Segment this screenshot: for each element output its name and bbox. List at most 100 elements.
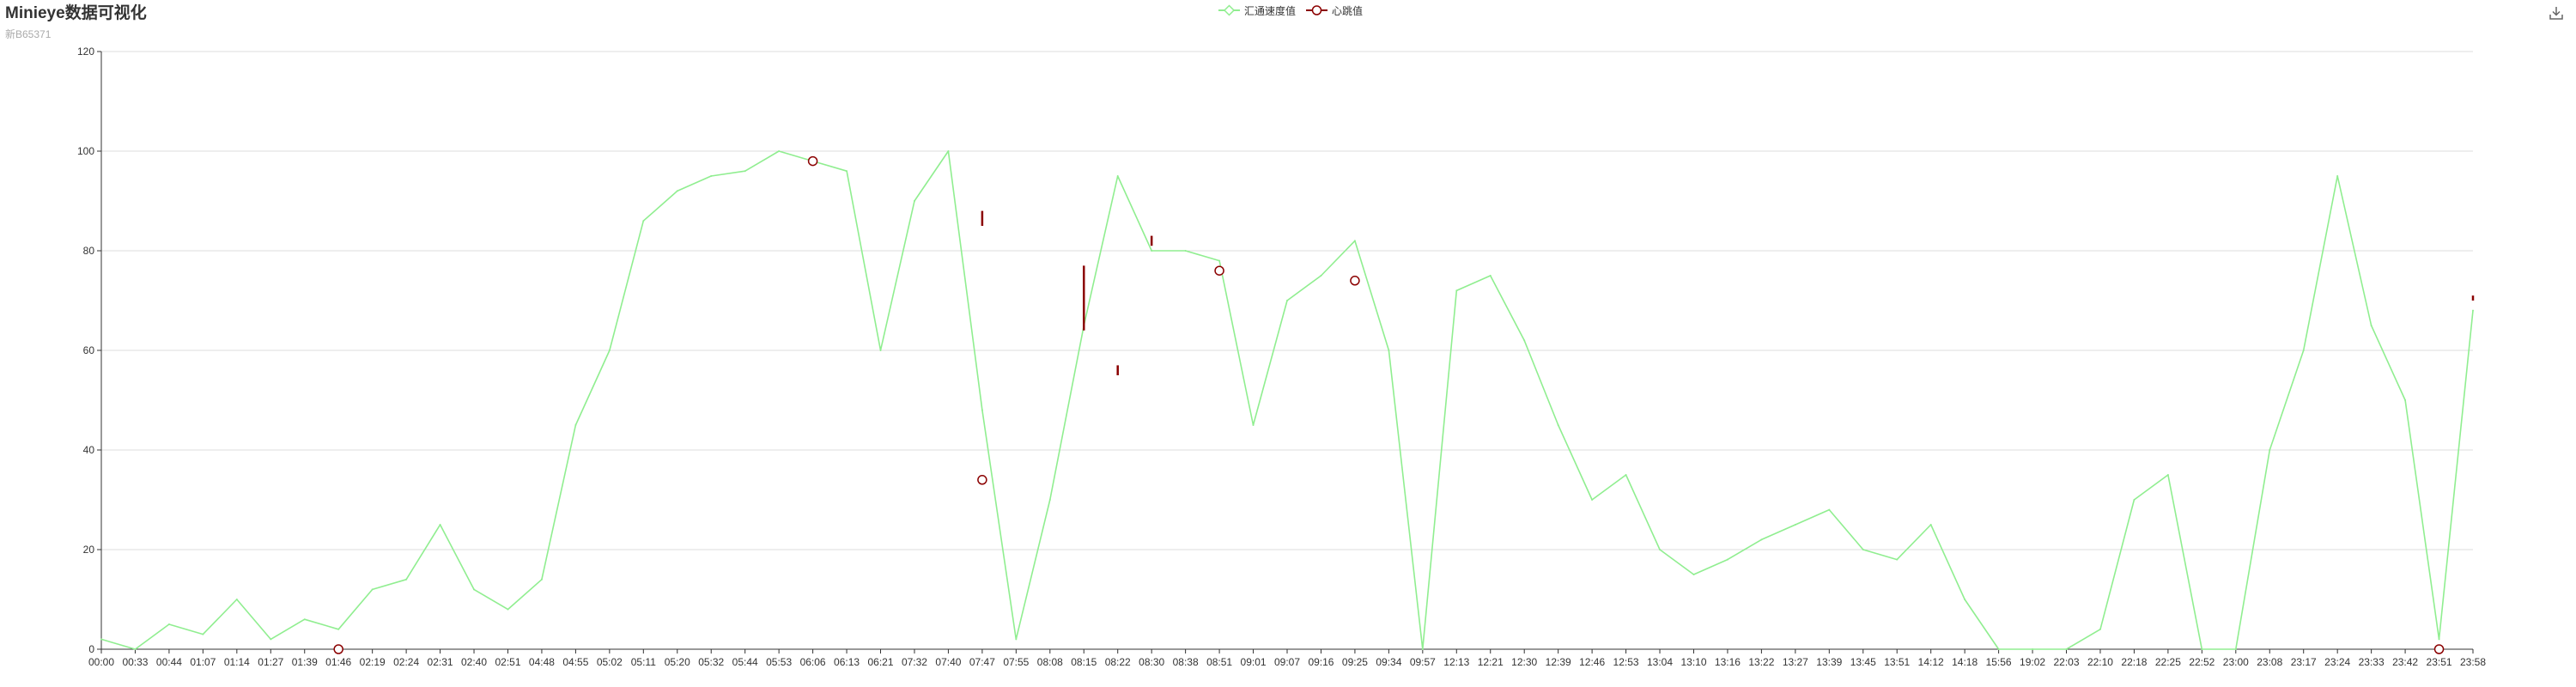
x-tick-label: 12:30: [1511, 656, 1537, 668]
x-tick-label: 13:51: [1884, 656, 1910, 668]
x-tick-label: 19:02: [2020, 656, 2045, 668]
x-tick-label: 22:18: [2121, 656, 2147, 668]
x-tick-label: 01:46: [325, 656, 351, 668]
speed-point: [2032, 648, 2034, 650]
x-tick-label: 12:53: [1613, 656, 1639, 668]
grid-lines: [101, 51, 2473, 550]
speed-point: [744, 170, 746, 173]
x-tick-label: 05:20: [665, 656, 690, 668]
x-tick-label: 07:47: [969, 656, 995, 668]
legend-label-heartbeat: 心跳值: [1332, 4, 1364, 17]
x-tick-label: 05:32: [698, 656, 724, 668]
x-tick-label: 07:32: [902, 656, 927, 668]
speed-point: [2065, 648, 2068, 650]
x-tick-label: 14:18: [1952, 656, 1978, 668]
speed-point: [2438, 638, 2440, 641]
y-tick-label: 40: [83, 444, 95, 456]
heartbeat-point: [1350, 276, 1360, 286]
speed-point: [540, 578, 543, 581]
series-line-speed: [100, 150, 2474, 650]
y-axis: 0 20 40 60 80 100 120: [77, 46, 102, 655]
x-tick-label: 02:31: [428, 656, 453, 668]
x-tick-label: 02:40: [461, 656, 487, 668]
x-tick-label: 23:00: [2223, 656, 2249, 668]
speed-point: [337, 628, 340, 630]
x-tick-label: 02:19: [360, 656, 386, 668]
speed-point: [1455, 289, 1458, 292]
speed-point: [439, 524, 441, 526]
speed-point: [1997, 648, 2000, 650]
x-tick-label: 12:46: [1579, 656, 1605, 668]
speed-point: [913, 200, 915, 202]
speed-point: [473, 588, 476, 591]
speed-point: [676, 190, 678, 192]
speed-point: [1896, 558, 1899, 561]
x-tick-label: 22:25: [2155, 656, 2181, 668]
heartbeat-point: [2433, 644, 2445, 654]
speed-point: [2404, 399, 2407, 401]
speed-point: [1964, 599, 1966, 600]
x-tick-label: 23:33: [2359, 656, 2385, 668]
speed-point: [2099, 628, 2101, 630]
speed-point: [710, 175, 713, 177]
speed-point: [405, 578, 408, 581]
x-tick-label: 15:56: [1986, 656, 2012, 668]
x-tick-label: 13:04: [1647, 656, 1673, 668]
x-tick-label: 06:21: [867, 656, 893, 668]
x-tick-label: 08:15: [1071, 656, 1097, 668]
x-tick-label: 09:07: [1274, 656, 1300, 668]
speed-point: [235, 599, 238, 600]
speed-point: [846, 170, 848, 173]
speed-point: [1353, 240, 1356, 242]
x-tick-label: 04:55: [562, 656, 588, 668]
x-tick-label: 05:11: [631, 656, 656, 668]
speed-point: [100, 638, 102, 641]
legend-item-speed[interactable]: 汇通速度值: [1218, 3, 1296, 18]
x-tick-label: 13:39: [1816, 656, 1842, 668]
speed-point: [2269, 449, 2271, 451]
chart-subtitle: 新B65371: [5, 28, 52, 40]
legend-circle-icon: [1306, 5, 1328, 15]
x-tick-label: 22:03: [2053, 656, 2079, 668]
x-tick-label: 01:39: [292, 656, 318, 668]
speed-point: [371, 588, 374, 591]
x-tick-label: 09:01: [1241, 656, 1267, 668]
x-tick-label: 13:16: [1715, 656, 1741, 668]
y-tick-label: 120: [77, 46, 94, 58]
x-tick-label: 08:30: [1139, 656, 1164, 668]
download-button[interactable]: [2549, 5, 2564, 21]
x-tick-label: 13:22: [1748, 656, 1774, 668]
legend-item-heartbeat[interactable]: 心跳值: [1306, 3, 1363, 18]
speed-point: [1151, 250, 1153, 252]
y-tick-label: 80: [83, 245, 95, 257]
speed-point: [1828, 508, 1831, 511]
speed-point: [2166, 474, 2169, 476]
y-tick-label: 0: [88, 643, 94, 655]
speed-point: [1320, 275, 1322, 277]
x-tick-label: 02:24: [393, 656, 419, 668]
x-tick-label: 08:51: [1206, 656, 1232, 668]
x-tick-label: 12:39: [1546, 656, 1571, 668]
speed-point: [879, 350, 882, 351]
speed-point: [1116, 175, 1119, 177]
x-tick-label: 05:44: [732, 656, 758, 668]
x-tick-label: 13:45: [1850, 656, 1876, 668]
speed-point: [1388, 350, 1390, 351]
x-tick-label: 02:51: [495, 656, 520, 668]
x-tick-label: 13:27: [1783, 656, 1808, 668]
x-axis: 00:00 00:33 00:44 01:07 01:14 01:27 01:39 01:46…: [88, 648, 2486, 668]
speed-point: [2336, 175, 2339, 177]
x-tick-label: 07:55: [1003, 656, 1029, 668]
speed-point: [1760, 538, 1763, 541]
speed-point: [1015, 638, 1018, 641]
speed-point: [1252, 424, 1255, 426]
chart-title: Minieye数据可视化: [5, 4, 147, 22]
x-tick-label: 09:57: [1410, 656, 1436, 668]
speed-point: [2201, 648, 2203, 650]
speed-point: [1523, 339, 1526, 342]
x-tick-label: 06:13: [834, 656, 860, 668]
speed-point: [1286, 300, 1288, 301]
speed-point: [2302, 350, 2305, 351]
x-tick-label: 12:21: [1478, 656, 1504, 668]
